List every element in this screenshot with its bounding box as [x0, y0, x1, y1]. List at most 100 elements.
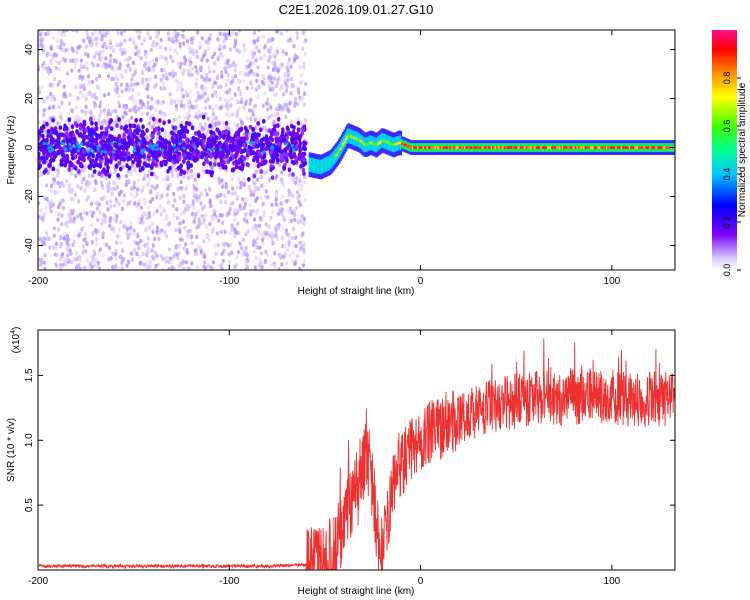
- spectrogram-noise-cell: [235, 113, 239, 118]
- spectrogram-noise-cell: [298, 266, 302, 270]
- spectrogram-noise-cell: [133, 168, 137, 173]
- spectrogram-noise-cell: [54, 59, 58, 65]
- spectrogram-noise-cell: [224, 241, 228, 247]
- spectrogram-core-cell: [203, 151, 207, 157]
- spectrogram-core-cell: [167, 140, 171, 146]
- spectrogram-noise-cell: [201, 220, 206, 226]
- spectrogram-core-cell: [158, 135, 163, 141]
- spectrogram-noise-cell: [45, 231, 49, 236]
- spectrogram-noise-cell: [146, 94, 150, 100]
- spectrogram-noise-cell: [258, 117, 262, 123]
- spectrogram-core-cell: [161, 148, 165, 152]
- spectrogram-noise-cell: [74, 85, 78, 90]
- spectrogram-noise-cell: [99, 109, 103, 114]
- spectrogram-core-cell: [219, 148, 223, 152]
- trace-peak-cell: [517, 146, 520, 149]
- spectrogram-noise-cell: [113, 203, 117, 208]
- spectrogram-noise-cell: [222, 39, 226, 44]
- spectrogram-noise-cell: [213, 51, 217, 56]
- trace-peak-cell: [584, 146, 587, 149]
- spectrogram-noise-cell: [285, 260, 289, 266]
- trace-peak-cell: [450, 146, 453, 149]
- spectrogram-noise-cell: [133, 82, 137, 87]
- spectrogram-noise-cell: [100, 37, 104, 42]
- spectrogram-core-cell: [70, 124, 75, 130]
- spectrogram-noise-cell: [151, 229, 155, 235]
- spectrogram-core-cell: [301, 167, 306, 173]
- spectrogram-noise-cell: [220, 178, 224, 183]
- spectrogram-noise-cell: [40, 239, 44, 244]
- trace-peak-cell: [355, 137, 358, 141]
- spectrogram-noise-cell: [242, 237, 246, 242]
- spectrogram-noise-cell: [213, 122, 217, 128]
- trace-peak-cell: [330, 160, 333, 164]
- trace-peak-cell: [612, 146, 615, 149]
- spectrogram-noise-cell: [60, 32, 64, 37]
- spectrogram-core-cell: [88, 116, 93, 122]
- spectrogram-core-cell: [58, 125, 63, 130]
- spectrogram-noise-cell: [184, 260, 188, 265]
- spectrogram-noise-cell: [250, 109, 255, 114]
- y-tick-label: 0: [24, 144, 35, 150]
- spectrogram-core-cell: [186, 160, 191, 166]
- spectrogram-noise-cell: [281, 49, 285, 54]
- spectrogram-core-cell: [168, 165, 172, 171]
- spectrogram-noise-cell: [143, 61, 148, 66]
- spectrogram-noise-cell: [188, 62, 192, 68]
- trace-peak-cell: [548, 146, 551, 149]
- spectrogram-noise-cell: [224, 112, 228, 117]
- spectrogram-noise-cell: [78, 258, 82, 263]
- spectrogram-noise-cell: [77, 263, 81, 268]
- spectrogram-noise-cell: [295, 253, 299, 259]
- spectrogram-noise-cell: [218, 105, 222, 111]
- trace-peak-cell: [663, 146, 666, 149]
- spectrogram-noise-cell: [256, 228, 261, 233]
- spectrogram-core-cell: [106, 158, 111, 164]
- trace-peak-cell: [419, 146, 423, 149]
- spectrogram-noise-cell: [244, 197, 248, 202]
- spectrogram-noise-cell: [250, 49, 254, 54]
- snr-frame: [37, 329, 676, 571]
- spectrogram-core-cell: [140, 150, 144, 154]
- spectrogram-core-cell: [38, 165, 41, 171]
- trace-peak-cell: [513, 146, 516, 149]
- spectrogram-core-cell: [303, 146, 308, 152]
- spectrogram-noise-cell: [129, 221, 133, 226]
- trace-peak-cell: [501, 146, 504, 149]
- spectrogram-core-cell: [142, 161, 147, 167]
- trace-peak-cell: [446, 146, 449, 149]
- colorbar-tick-label: 0.6: [722, 120, 732, 133]
- spectrogram-core-cell: [209, 142, 213, 148]
- spectrogram-core-cell: [51, 157, 56, 163]
- spectrogram-noise-cell: [239, 185, 243, 190]
- spectrogram-noise-cell: [199, 221, 203, 226]
- spectrogram-noise-cell: [82, 38, 86, 43]
- spectrogram-noise-cell: [261, 233, 265, 238]
- spectrogram-noise-cell: [94, 200, 98, 206]
- trace-peak-cell: [383, 139, 386, 143]
- spectrogram-noise-cell: [253, 189, 257, 194]
- spectrogram-noise-cell: [53, 77, 57, 82]
- spectrogram-core-cell: [264, 137, 269, 143]
- trace-peak-cell: [453, 146, 456, 149]
- colorbar: 0.00.20.40.60.8 Normalized spectral ampl…: [712, 30, 748, 276]
- spectrogram-noise-cell: [231, 75, 235, 81]
- trace-peak-cell: [480, 146, 483, 149]
- trace-peak-cell: [591, 146, 594, 149]
- spectrogram-noise-cell: [262, 53, 267, 58]
- spectrogram-noise-cell: [132, 185, 136, 190]
- spectrogram-noise-cell: [193, 215, 197, 220]
- trace-peak-cell: [470, 146, 474, 149]
- colorbar-ticks: 0.00.20.40.60.8: [722, 72, 741, 276]
- spectrogram-noise-cell: [236, 250, 241, 255]
- spectrogram-noise-cell: [284, 228, 288, 233]
- trace-peak-cell: [477, 146, 480, 149]
- spectrogram-noise-cell: [289, 91, 293, 96]
- spectrogram-noise-cell: [97, 202, 101, 207]
- spectrogram-noise-cell: [270, 262, 274, 267]
- spectrogram-core-cell: [117, 117, 121, 122]
- spectrogram-core-cell: [107, 173, 112, 179]
- trace-peak-cell: [318, 165, 321, 168]
- spectrogram-noise-cell: [98, 113, 102, 118]
